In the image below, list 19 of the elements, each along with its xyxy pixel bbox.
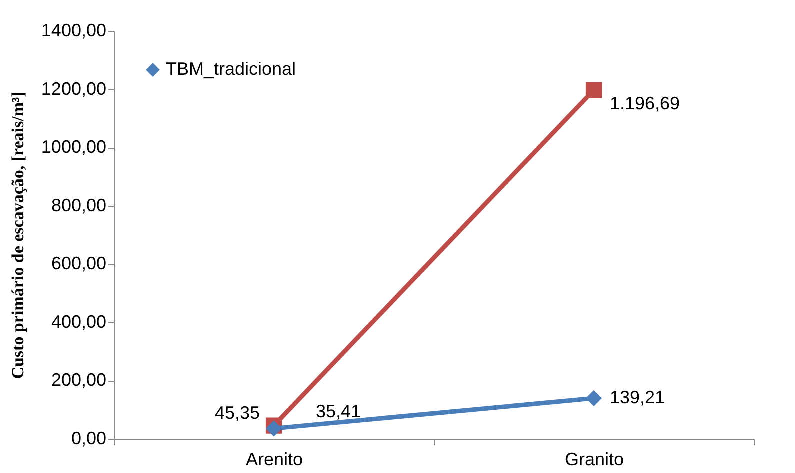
y-tick-label: 1000,00 bbox=[41, 137, 106, 158]
data-label: 35,41 bbox=[316, 402, 362, 422]
y-tick-label: 800,00 bbox=[51, 195, 106, 216]
y-tick-label: 0,00 bbox=[71, 428, 106, 448]
data-label: 139,21 bbox=[610, 387, 666, 408]
x-tick-label: Arenito bbox=[246, 450, 304, 470]
legend-label: TBM_tradicional bbox=[166, 59, 296, 79]
y-tick-label: 1200,00 bbox=[41, 78, 106, 99]
data-label: 1.196,69 bbox=[610, 93, 680, 114]
y-tick-label: 200,00 bbox=[51, 370, 106, 390]
y-axis-title: Custo primário de escavação, [reais/m³] bbox=[8, 92, 28, 380]
point bbox=[586, 82, 602, 98]
data-label: 45,35 bbox=[214, 402, 260, 423]
point bbox=[266, 420, 282, 437]
point bbox=[586, 390, 602, 406]
y-tick-label: 600,00 bbox=[51, 254, 106, 274]
x-tick-label: Granito bbox=[564, 450, 624, 470]
y-tick-label: 400,00 bbox=[51, 312, 106, 332]
y-tick-label: 1400,00 bbox=[41, 20, 106, 40]
